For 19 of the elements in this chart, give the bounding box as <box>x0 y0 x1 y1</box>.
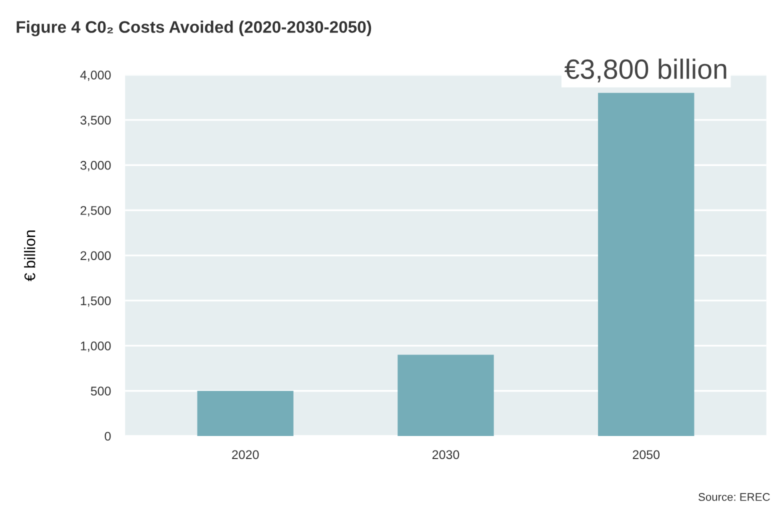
y-axis-title: € billion <box>24 230 36 282</box>
y-tick-label: 3,000 <box>80 160 111 172</box>
x-tick-label: 2030 <box>432 450 460 460</box>
y-tick-label: 2,000 <box>80 251 111 262</box>
y-tick-label: 3,500 <box>80 116 111 126</box>
y-tick-label: 1,500 <box>80 296 111 307</box>
y-tick-label: 2,500 <box>80 206 111 216</box>
y-tick-label: 0 <box>104 432 111 441</box>
bar <box>598 92 694 436</box>
data-label: €3,800 billion <box>564 58 726 82</box>
bar <box>398 354 494 436</box>
y-tick-label: 500 <box>90 386 111 396</box>
source-note: Source: EREC <box>698 493 770 501</box>
chart-title: Figure 4 C0₂ Costs Avoided (2020-2030-2050) <box>16 20 372 36</box>
x-tick-label: 2050 <box>632 450 660 460</box>
x-tick-label: 2020 <box>232 450 259 460</box>
y-tick-label: 1,000 <box>80 342 111 352</box>
y-tick-label: 4,000 <box>80 70 111 81</box>
bar <box>197 390 294 436</box>
